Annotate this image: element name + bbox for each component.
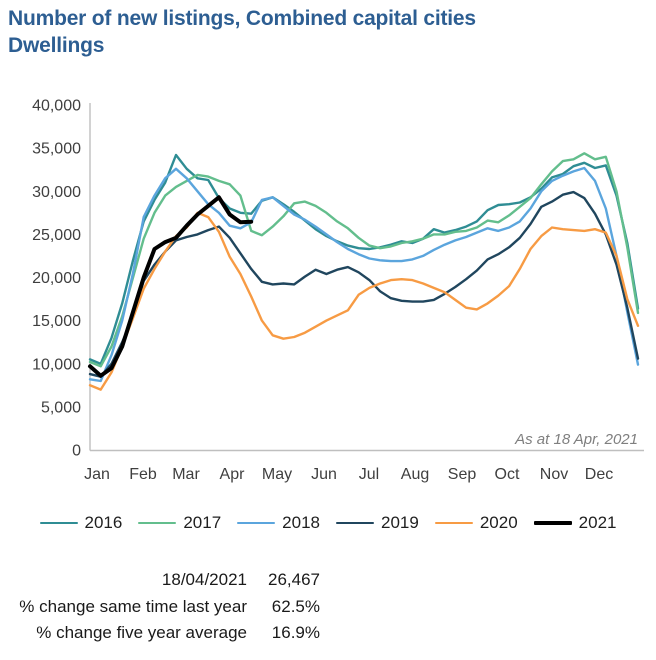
page-subtitle: Dwellings bbox=[8, 34, 105, 57]
legend-label: 2020 bbox=[479, 513, 518, 532]
stats-row-change-five-year: % change five year average 16.9% bbox=[0, 622, 320, 644]
x-month-label: Jul bbox=[359, 466, 379, 483]
y-tick-label: 15,000 bbox=[32, 313, 81, 330]
stats-row-date: 18/04/2021 26,467 bbox=[0, 569, 320, 591]
page-title-block: Number of new listings, Combined capital… bbox=[8, 5, 648, 59]
legend-label: 2018 bbox=[282, 513, 320, 532]
series-line-2018 bbox=[88, 166, 640, 383]
chart-legend: 2016 2017 2018 2019 2020 2021 bbox=[0, 511, 656, 535]
stats-label: % change same time last year bbox=[19, 597, 247, 616]
x-month-label: Nov bbox=[540, 466, 568, 483]
series-line-2019 bbox=[88, 190, 640, 378]
legend-item-2017: 2017 bbox=[138, 513, 221, 533]
legend-label: 2019 bbox=[381, 513, 419, 532]
x-month-label: Feb bbox=[129, 466, 157, 483]
as-at-annotation: As at 18 Apr, 2021 bbox=[514, 431, 638, 448]
stats-label: 18/04/2021 bbox=[161, 570, 247, 589]
stats-value: 62.5% bbox=[271, 597, 320, 616]
stats-value: 16.9% bbox=[271, 623, 320, 642]
y-tick-label: 35,000 bbox=[32, 141, 81, 158]
legend-swatch-2017 bbox=[138, 521, 177, 525]
page-title: Number of new listings, Combined capital… bbox=[8, 7, 476, 30]
x-month-label: Jan bbox=[84, 466, 110, 483]
y-tick-label: 25,000 bbox=[32, 227, 81, 244]
x-month-label: Jun bbox=[311, 466, 337, 483]
stats-row-change-last-year: % change same time last year 62.5% bbox=[0, 596, 320, 618]
stats-value: 26,467 bbox=[268, 570, 320, 589]
y-tick-label: 0 bbox=[72, 443, 81, 460]
y-tick-label: 5,000 bbox=[41, 399, 81, 416]
legend-swatch-2018 bbox=[237, 521, 276, 525]
x-month-label: Sep bbox=[448, 466, 477, 483]
legend-swatch-2019 bbox=[336, 521, 374, 525]
legend-item-2021: 2021 bbox=[533, 513, 617, 533]
legend-label: 2017 bbox=[183, 513, 222, 532]
series-line-2017 bbox=[88, 152, 640, 368]
series-line-2021 bbox=[88, 195, 254, 378]
x-month-label: Oct bbox=[495, 466, 520, 483]
series-line-2016 bbox=[88, 153, 640, 365]
legend-item-2018: 2018 bbox=[237, 513, 320, 533]
legend-item-2020: 2020 bbox=[434, 513, 518, 533]
legend-swatch-2021 bbox=[533, 521, 572, 525]
y-tick-label: 30,000 bbox=[32, 184, 81, 201]
legend-swatch-2016 bbox=[39, 521, 78, 525]
y-tick-label: 40,000 bbox=[32, 98, 81, 115]
x-month-label: Apr bbox=[220, 466, 246, 483]
legend-item-2019: 2019 bbox=[336, 513, 419, 533]
listings-line-chart: 40,000 35,000 30,000 25,000 20,000 15,00… bbox=[32, 98, 644, 483]
x-month-label: Aug bbox=[401, 466, 429, 483]
y-tick-label: 20,000 bbox=[32, 270, 81, 287]
x-month-label: Mar bbox=[172, 466, 200, 483]
x-month-label: Dec bbox=[585, 466, 613, 483]
x-month-label: May bbox=[262, 466, 292, 483]
legend-swatch-2020 bbox=[434, 521, 473, 525]
series-lines bbox=[88, 152, 640, 391]
stats-label: % change five year average bbox=[36, 623, 247, 642]
legend-item-2016: 2016 bbox=[39, 513, 123, 533]
y-tick-label: 10,000 bbox=[32, 356, 81, 373]
legend-label: 2021 bbox=[578, 513, 617, 532]
legend-label: 2016 bbox=[84, 513, 123, 532]
